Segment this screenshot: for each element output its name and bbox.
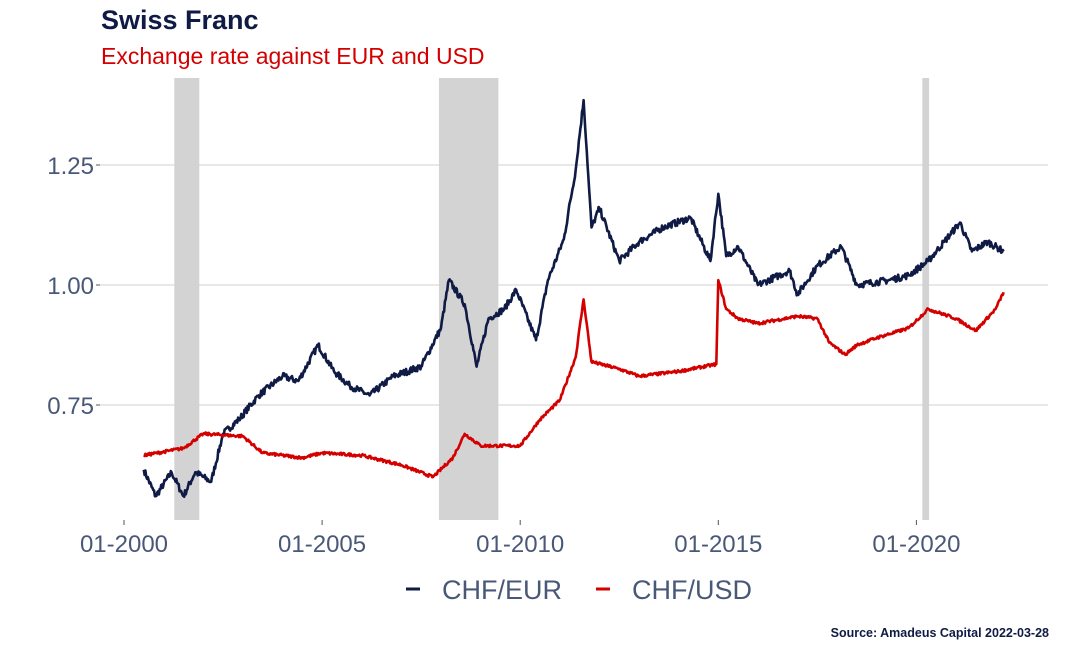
legend: CHF/EUR CHF/USD xyxy=(406,575,752,605)
recession-shading xyxy=(174,78,930,520)
x-tick-label: 01-2020 xyxy=(872,531,960,558)
y-tick-label: 1.00 xyxy=(47,273,94,300)
x-tick-label: 01-2015 xyxy=(674,531,762,558)
x-tick-label: 01-2005 xyxy=(278,531,366,558)
x-tick-label: 01-2010 xyxy=(476,531,564,558)
source-note: Source: Amadeus Capital 2022-03-28 xyxy=(831,626,1049,640)
legend-label-1: CHF/USD xyxy=(632,575,752,605)
chart-subtitle: Exchange rate against EUR and USD xyxy=(101,43,485,69)
x-tick-label: 01-2000 xyxy=(80,531,168,558)
gridlines xyxy=(100,164,1048,406)
chart-title: Swiss Franc xyxy=(101,5,259,35)
shaded-period-2 xyxy=(922,78,930,520)
legend-label-0: CHF/EUR xyxy=(442,575,562,605)
y-tick-label: 1.25 xyxy=(47,153,94,180)
series-lines xyxy=(142,98,1005,499)
series-line-chf-usd xyxy=(143,278,1005,479)
x-axis: 01-2000 01-2005 01-2010 01-2015 01-2020 xyxy=(80,520,960,558)
y-axis: 0.75 1.00 1.25 xyxy=(47,153,100,420)
shaded-period-1 xyxy=(438,78,499,520)
y-tick-label: 0.75 xyxy=(47,393,94,420)
shaded-period-0 xyxy=(174,78,200,520)
series-line-chf-eur xyxy=(142,98,1005,499)
